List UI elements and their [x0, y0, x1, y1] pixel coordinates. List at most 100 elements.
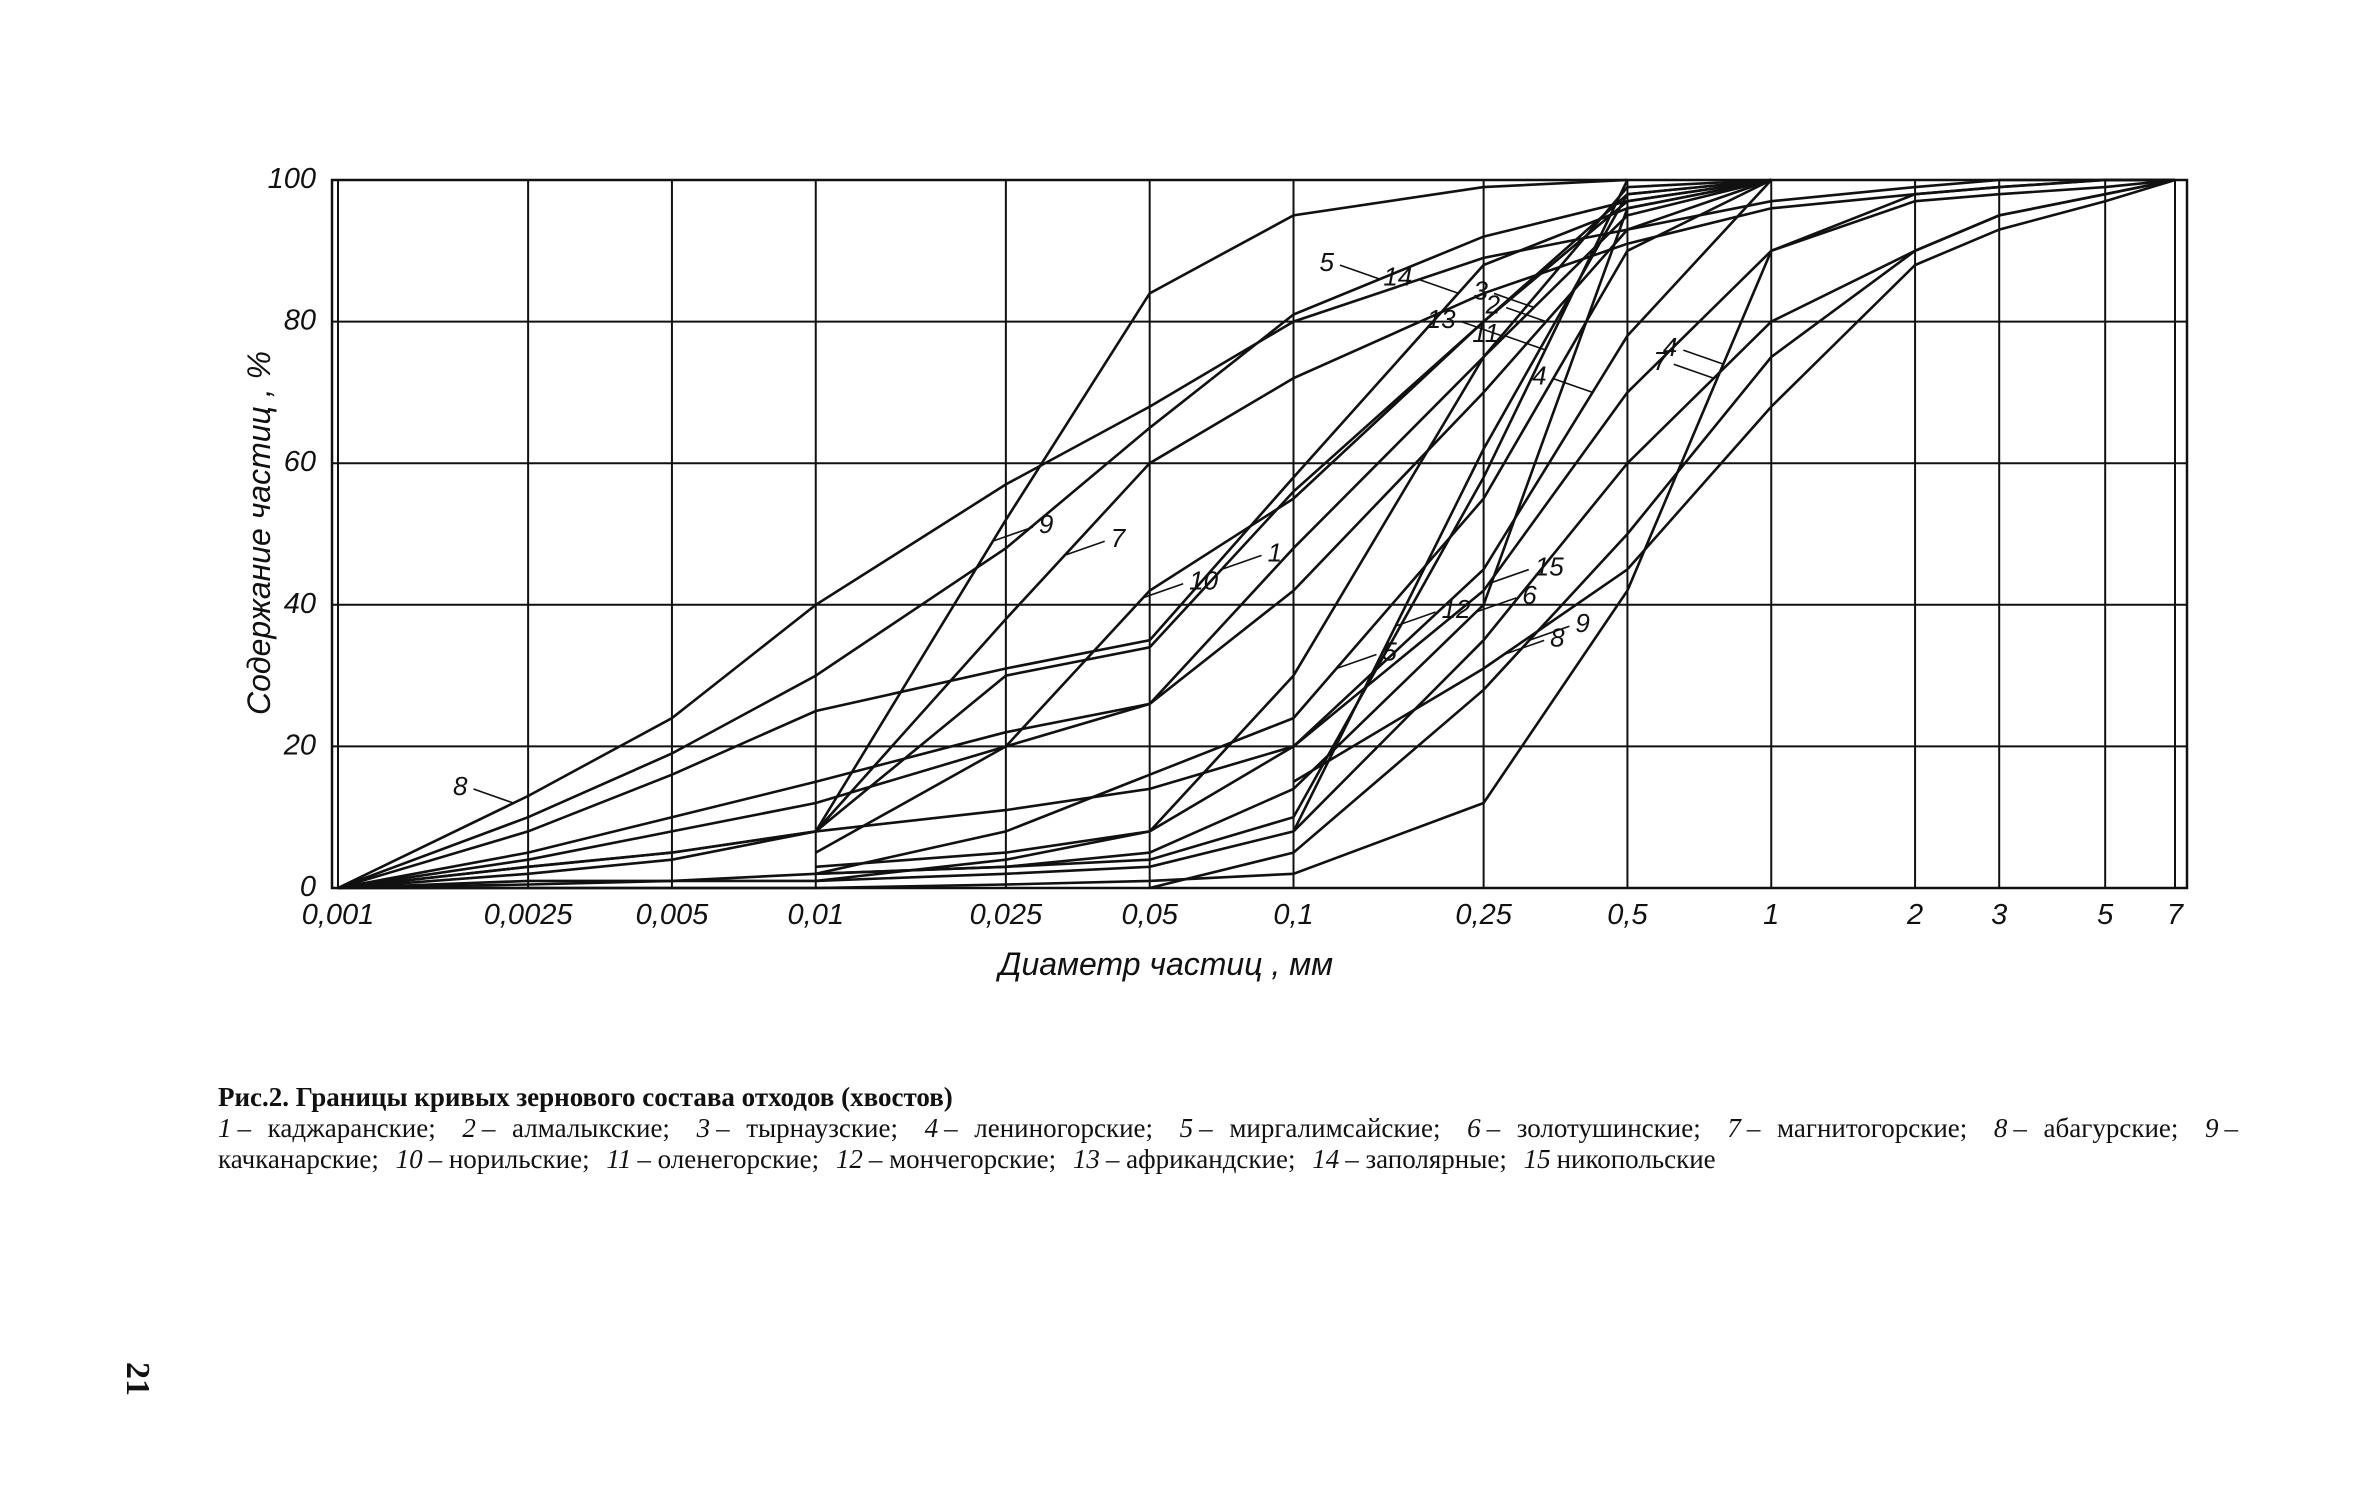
- label-leader: [1221, 554, 1262, 571]
- y-tick-label: 40: [284, 588, 316, 620]
- caption-items: 1– каджаранские; 2– алмалыкские; 3– тырн…: [218, 1113, 2238, 1174]
- curve: [1292, 178, 2176, 833]
- label-leader: [1529, 625, 1570, 641]
- caption: Рис.2. Границы кривых зернового состава …: [218, 1082, 2238, 1175]
- y-tick-label: 20: [283, 729, 316, 761]
- x-tick-label: 0,005: [636, 899, 709, 931]
- curve-label: 4: [1663, 332, 1677, 362]
- curve: [337, 178, 1772, 890]
- label-leader: [1461, 321, 1502, 337]
- curve: [338, 178, 2175, 890]
- caption-num: 10: [395, 1144, 423, 1174]
- x-axis-title: Диаметр частиц , мм: [996, 946, 1333, 982]
- curve: [337, 178, 2176, 890]
- curve-label: 4: [1532, 360, 1546, 390]
- caption-text: – норильские;: [428, 1144, 590, 1174]
- y-axis-title: Содержание частиц , %: [241, 351, 277, 715]
- x-tick-label: 2: [1906, 899, 1923, 931]
- caption-num: 12: [835, 1144, 863, 1174]
- curve: [337, 178, 1772, 890]
- caption-num: 6: [1467, 1113, 1481, 1143]
- caption-text: – золотушинские;: [1486, 1113, 1701, 1143]
- x-tick-label: 5: [2097, 899, 2114, 931]
- label-leader: [1503, 639, 1545, 656]
- caption-text: – алмалыкские;: [481, 1113, 670, 1143]
- curve-label: 7: [1653, 346, 1669, 376]
- curve-label: 7: [1111, 523, 1127, 553]
- y-tick-label: 80: [284, 305, 316, 337]
- label-leader: [992, 526, 1034, 542]
- label-leader: [1683, 349, 1724, 365]
- curve-label: 5: [1382, 637, 1397, 667]
- curve-label: 14: [1383, 261, 1412, 291]
- caption-text: – тырнаузские;: [716, 1113, 898, 1143]
- curve: [337, 178, 2175, 890]
- curve-label: 8: [1550, 622, 1565, 652]
- curve-label: 1: [1268, 537, 1282, 567]
- caption-text: – оленегорские;: [637, 1144, 820, 1174]
- x-tick-label: 0,1: [1273, 899, 1313, 931]
- label-leader: [1336, 653, 1377, 670]
- caption-num: 11: [606, 1144, 632, 1174]
- curve: [1149, 178, 2176, 890]
- caption-title: Рис.2. Границы кривых зернового состава …: [218, 1082, 953, 1112]
- caption-num: 3: [696, 1113, 711, 1143]
- caption-text: – магнитогорские;: [1746, 1113, 1968, 1143]
- caption-text: – лениногорские;: [944, 1113, 1154, 1143]
- y-tick-label: 0: [300, 871, 316, 903]
- caption-num: 4: [924, 1113, 939, 1143]
- x-tick-label: 0,01: [788, 899, 844, 931]
- chart: Диаметр частиц , мм Содержание частиц , …: [241, 163, 2189, 982]
- caption-num: 7: [1727, 1113, 1741, 1143]
- x-tick-label: 0,05: [1121, 899, 1178, 931]
- y-tick-label: 100: [268, 163, 316, 195]
- caption-num: 8: [1993, 1113, 2008, 1143]
- x-tick-label: 0,25: [1455, 899, 1512, 931]
- label-leader: [1505, 306, 1547, 323]
- x-tick-label: 0,0025: [484, 899, 574, 931]
- curve-label: 12: [1442, 594, 1471, 624]
- curve: [337, 178, 1772, 890]
- curve-label: 8: [453, 771, 468, 801]
- caption-text: – качканарские;: [218, 1113, 2239, 1174]
- label-leader: [1552, 377, 1593, 394]
- curve: [337, 178, 1772, 890]
- caption-text: – абагурские;: [2013, 1113, 2179, 1143]
- page-number: 21: [119, 1362, 156, 1396]
- curve: [337, 179, 1773, 890]
- y-tick-label: 60: [284, 446, 316, 478]
- curve-label: 11: [1472, 318, 1499, 348]
- caption-num: 9: [2205, 1113, 2219, 1143]
- curve: [337, 178, 2175, 890]
- curve-label: 9: [1575, 608, 1589, 638]
- caption-num: 15: [1523, 1144, 1551, 1174]
- caption-num: 13: [1072, 1144, 1100, 1174]
- caption-text: – заполярные;: [1345, 1144, 1507, 1174]
- caption-text: – каджаранские;: [237, 1113, 436, 1143]
- caption-num: 2: [462, 1113, 476, 1143]
- caption-text: – африкандские;: [1105, 1144, 1296, 1174]
- x-tick-label: 0,001: [302, 899, 375, 931]
- label-leader: [1476, 597, 1517, 613]
- curve: [337, 178, 1772, 890]
- caption-text: – миргалимсайские;: [1199, 1113, 1441, 1143]
- label-leader: [1395, 611, 1436, 627]
- curve: [815, 178, 1772, 869]
- label-leader: [1504, 335, 1546, 351]
- caption-text: – мончегорские;: [868, 1144, 1057, 1174]
- label-leader: [1064, 540, 1105, 556]
- label-leader: [1673, 363, 1714, 379]
- curve-label: 2: [1485, 290, 1501, 320]
- label-leader: [473, 788, 514, 804]
- label-leader: [1142, 582, 1184, 599]
- x-tick-label: 1: [1763, 899, 1779, 931]
- curve-label: 13: [1427, 304, 1456, 334]
- caption-num: 14: [1312, 1144, 1340, 1174]
- curve-label: 5: [1319, 247, 1334, 277]
- curve: [814, 178, 1628, 833]
- curve: [1292, 178, 2176, 783]
- x-tick-label: 3: [1991, 899, 2007, 931]
- caption-num: 1: [218, 1113, 232, 1143]
- curve-label: 10: [1189, 566, 1218, 596]
